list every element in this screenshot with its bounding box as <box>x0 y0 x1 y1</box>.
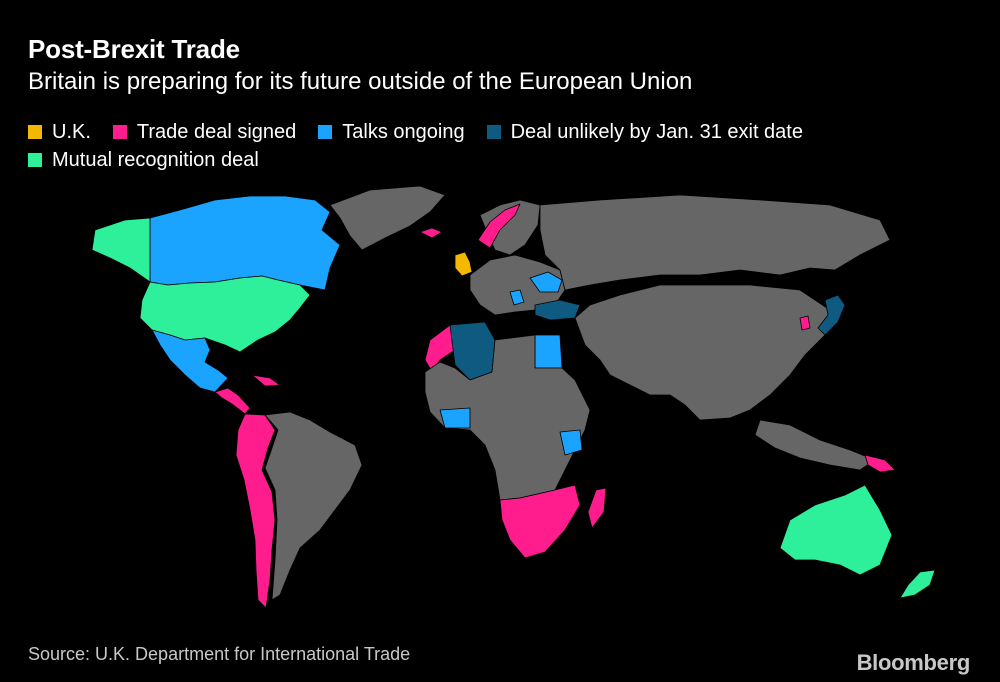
country-ukraine <box>529 271 563 293</box>
legend: U.K. Trade deal signed Talks ongoing Dea… <box>28 118 928 174</box>
country-australia <box>779 484 893 576</box>
legend-swatch-trade-deal-signed <box>112 125 127 139</box>
country-canada <box>149 195 341 291</box>
world-map <box>91 185 936 609</box>
brand-logo: Bloomberg <box>856 650 971 675</box>
legend-row-1: U.K. Trade deal signed Talks ongoing Dea… <box>28 118 928 146</box>
legend-item-uk: U.K. <box>28 121 91 144</box>
source-note: Source: U.K. Department for Internationa… <box>28 644 411 664</box>
chart-title: Post-Brexit Trade <box>28 34 240 64</box>
legend-label-trade-deal-signed: Trade deal signed <box>136 120 297 143</box>
legend-swatch-mutual-recognition <box>28 153 42 167</box>
region-balkans <box>509 289 525 306</box>
legend-label-uk: U.K. <box>52 120 91 143</box>
country-mexico <box>151 329 229 393</box>
region-south-america-other <box>264 411 363 601</box>
country-united-kingdom <box>454 251 473 277</box>
country-new-zealand <box>899 569 936 599</box>
legend-swatch-talks-ongoing <box>318 125 333 139</box>
country-egypt <box>534 334 563 369</box>
legend-swatch-deal-unlikely <box>486 125 501 139</box>
legend-item-deal-unlikely: Deal unlikely by Jan. 31 exit date <box>486 120 803 144</box>
legend-item-mutual-recognition: Mutual recognition deal <box>28 149 259 172</box>
region-west-africa-talks <box>439 407 471 429</box>
country-japan <box>817 294 846 336</box>
country-papua-new-guinea <box>864 454 896 473</box>
region-caribbean <box>251 374 281 387</box>
legend-swatch-uk <box>28 125 42 139</box>
region-asia <box>574 284 831 421</box>
region-greenland <box>329 185 446 251</box>
region-alaska <box>91 217 151 283</box>
legend-label-talks-ongoing: Talks ongoing <box>342 120 465 143</box>
country-iceland <box>419 227 443 239</box>
chart-subtitle: Britain is preparing for its future outs… <box>28 68 693 95</box>
region-southeast-asia <box>754 419 876 471</box>
region-southern-africa-trade-deal <box>499 484 581 559</box>
country-kenya <box>559 429 583 456</box>
legend-label-mutual-recognition: Mutual recognition deal <box>52 148 259 171</box>
legend-row-2: Mutual recognition deal <box>28 146 928 174</box>
legend-label-deal-unlikely: Deal unlikely by Jan. 31 exit date <box>510 120 803 143</box>
region-central-america <box>214 387 251 415</box>
country-south-korea <box>799 315 811 331</box>
region-andean-trade-deal <box>235 413 276 609</box>
country-russia <box>539 194 891 291</box>
legend-item-trade-deal-signed: Trade deal signed <box>112 120 297 144</box>
legend-item-talks-ongoing: Talks ongoing <box>318 120 465 144</box>
country-madagascar <box>587 487 607 529</box>
country-norway <box>477 203 521 249</box>
